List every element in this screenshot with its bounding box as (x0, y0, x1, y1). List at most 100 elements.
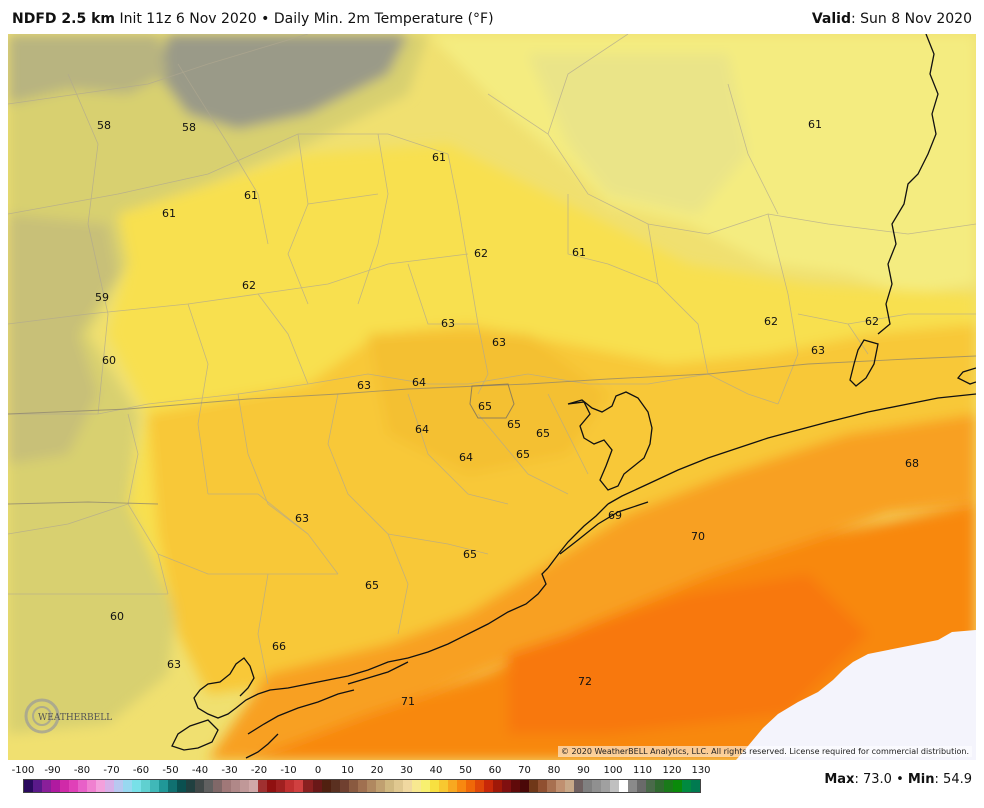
min-value: : 54.9 (934, 772, 972, 787)
color-swatch (267, 780, 277, 792)
color-swatch (105, 780, 115, 792)
value-label: 63 (492, 336, 506, 349)
color-swatch (222, 780, 232, 792)
logo-graphic: WEATHERBELL (24, 698, 112, 734)
value-label: 65 (516, 448, 530, 461)
cool-zone-far-west (8, 214, 118, 464)
color-swatch (159, 780, 169, 792)
scale-tick-label: -30 (221, 765, 238, 776)
color-swatch (231, 780, 241, 792)
color-swatch (483, 780, 493, 792)
color-swatch (258, 780, 268, 792)
color-swatch (492, 780, 502, 792)
color-swatch (123, 780, 133, 792)
color-swatch (664, 780, 674, 792)
scale-tick-label: 10 (341, 765, 354, 776)
warm-core-houston (368, 334, 608, 474)
scale-tick-label: 40 (429, 765, 443, 776)
value-label: 63 (441, 317, 455, 330)
value-label: 62 (242, 279, 256, 292)
color-swatch (78, 780, 88, 792)
model-name: NDFD 2.5 km (12, 11, 115, 27)
color-swatch (610, 780, 620, 792)
color-swatch (366, 780, 376, 792)
scale-tick-label: 30 (400, 765, 413, 776)
color-swatch (114, 780, 124, 792)
scale-tick-label: -90 (44, 765, 61, 776)
color-bar (23, 779, 701, 793)
scale-tick-label: -20 (250, 765, 268, 776)
color-swatch (186, 780, 196, 792)
color-swatch (276, 780, 286, 792)
color-swatch (501, 780, 511, 792)
scale-tick-label: 120 (662, 765, 682, 776)
color-swatch (303, 780, 313, 792)
scale-tick-label: 130 (691, 765, 711, 776)
color-swatch (528, 780, 538, 792)
header: NDFD 2.5 km Init 11z 6 Nov 2020 • Daily … (0, 0, 984, 34)
color-swatch (177, 780, 187, 792)
color-swatch (285, 780, 295, 792)
value-label: 59 (95, 291, 109, 304)
scale-tick-label: -50 (162, 765, 179, 776)
color-swatch (312, 780, 322, 792)
color-swatch (537, 780, 547, 792)
value-label: 61 (244, 189, 258, 202)
value-label: 65 (463, 548, 477, 561)
color-swatch (87, 780, 97, 792)
value-label: 61 (162, 207, 176, 220)
value-label: 63 (295, 512, 309, 525)
map-canvas: 58 58 61 61 61 61 62 61 59 62 63 63 62 6… (8, 34, 976, 760)
valid-label: Valid (811, 11, 851, 27)
value-label: 65 (365, 579, 379, 592)
product-name: Daily Min. 2m Temperature (°F) (273, 11, 494, 27)
color-swatch (51, 780, 61, 792)
value-label: 69 (608, 509, 622, 522)
gulf-zone-warmest (508, 574, 868, 734)
scale-tick-label: 70 (518, 765, 531, 776)
scale-tick-label: -60 (132, 765, 150, 776)
color-swatch (375, 780, 385, 792)
color-swatch (546, 780, 556, 792)
value-label: 58 (97, 119, 111, 132)
value-label: 64 (459, 451, 473, 464)
scale-tick-label: 50 (459, 765, 472, 776)
color-swatch (195, 780, 205, 792)
value-label: 72 (578, 675, 592, 688)
highways (8, 355, 976, 505)
color-swatch (510, 780, 520, 792)
scale-tick-label: 20 (370, 765, 384, 776)
color-swatch (357, 780, 367, 792)
color-swatch (582, 780, 592, 792)
max-value: : 73.0 (854, 772, 892, 787)
value-label: 61 (432, 151, 446, 164)
warm-zone-coastal (148, 324, 976, 694)
color-swatch (321, 780, 331, 792)
cold-patch-north (158, 34, 408, 129)
color-swatch (456, 780, 466, 792)
value-label: 60 (102, 354, 116, 367)
color-swatch (673, 780, 683, 792)
color-swatch (42, 780, 52, 792)
value-label: 65 (478, 400, 492, 413)
color-swatch (402, 780, 412, 792)
color-swatch (573, 780, 583, 792)
max-min-stats: Max: 73.0 • Min: 54.9 (824, 772, 972, 787)
value-label: 68 (905, 457, 919, 470)
color-swatch (204, 780, 214, 792)
color-swatch (564, 780, 574, 792)
value-label: 65 (536, 427, 550, 440)
color-swatch (655, 780, 665, 792)
color-swatch (96, 780, 106, 792)
value-label: 62 (865, 315, 879, 328)
color-scale: -100 -90 -80 -70 -60 -50 -40 -30 -20 -10… (8, 762, 711, 804)
color-swatch (24, 780, 34, 792)
temperature-map[interactable]: 58 58 61 61 61 61 62 61 59 62 63 63 62 6… (8, 34, 976, 760)
color-swatch (132, 780, 142, 792)
value-label: 70 (691, 530, 705, 543)
value-label: 64 (415, 423, 429, 436)
scale-tick-label: 0 (314, 765, 322, 776)
value-label: 64 (412, 376, 426, 389)
no-data-area (736, 630, 976, 760)
logo-text: WEATHERBELL (38, 713, 112, 723)
